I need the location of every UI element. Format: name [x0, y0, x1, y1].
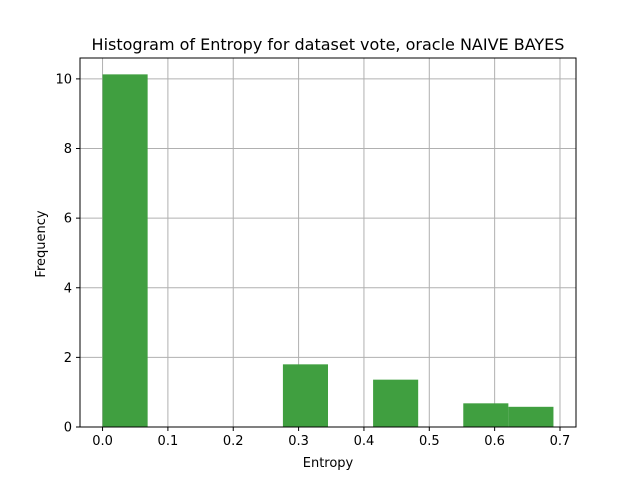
bars [102, 74, 554, 427]
x-tick-label: 0.6 [484, 434, 505, 449]
x-tick-label: 0.0 [92, 434, 113, 449]
histogram-bar [102, 74, 148, 427]
plot-frame [79, 57, 577, 428]
y-tick-label: 2 [64, 351, 72, 366]
y-tick-label: 4 [64, 281, 72, 296]
histogram-bar [373, 379, 419, 427]
ticks: 0.0 0.1 0.2 0.3 0.4 0.5 0.6 0.7 0 2 4 6 8 10 [55, 72, 570, 449]
histogram-bar [463, 403, 509, 427]
y-tick-label: 6 [64, 212, 72, 227]
y-tick-label: 10 [55, 72, 72, 87]
histogram-bar [282, 364, 328, 427]
x-tick-label: 0.7 [550, 434, 571, 449]
x-tick-label: 0.1 [158, 434, 179, 449]
x-tick-label: 0.5 [419, 434, 440, 449]
y-axis-label: Frequency [34, 210, 49, 277]
x-axis-label: Entropy [303, 456, 354, 471]
chart-title: Histogram of Entropy for dataset vote, o… [92, 35, 565, 54]
x-tick-label: 0.4 [354, 434, 375, 449]
histogram-bar [508, 406, 554, 427]
x-tick-label: 0.2 [223, 434, 244, 449]
y-tick-label: 0 [64, 421, 72, 436]
x-tick-label: 0.3 [288, 434, 309, 449]
y-tick-label: 8 [64, 142, 72, 157]
